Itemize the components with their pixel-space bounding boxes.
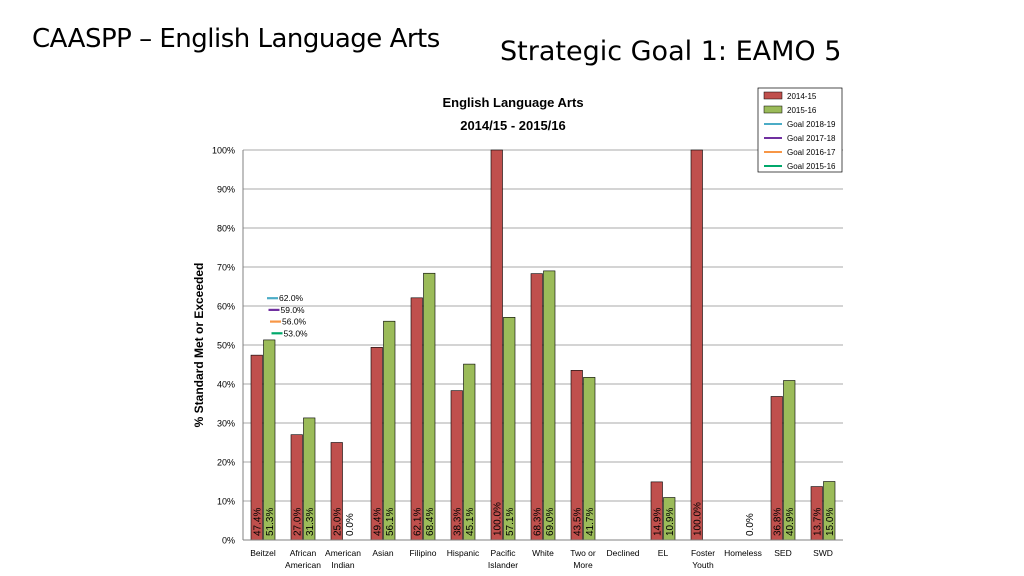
x-tick-label: American [325,548,361,558]
bar-value-label: 25.0% [332,508,343,536]
bar-2014-15 [410,297,423,541]
legend-entry-label: Goal 2016-17 [787,148,836,157]
slide-subtitle: Strategic Goal 1: EAMO 5 [500,36,842,67]
bar-value-label: 68.3% [532,508,543,536]
bar-value-label: 13.7% [812,508,823,536]
y-tick-label: 70% [217,263,235,273]
bar-2014-15 [690,149,703,541]
bar-value-label: 45.1% [465,508,476,536]
bar-value-label: 41.7% [585,508,596,536]
x-tick-label: EL [658,548,669,558]
bar-value-label: 69.0% [545,508,556,536]
legend: 2014-15 2015-16 Goal 2018-19 Goal 2017-18 Go… [757,87,843,173]
goal-value-label: 62.0% [279,293,304,303]
bar-2014-15 [490,149,503,541]
legend-entry-label: 2014-15 [787,92,817,101]
bar-value-label: 36.8% [772,508,783,536]
x-tick-label: Indian [331,560,354,570]
x-tick-label: Two or [570,548,596,558]
goal-value-label: 59.0% [281,305,306,315]
y-tick-label: 100% [212,146,235,156]
x-tick-label: Beitzel [250,548,276,558]
x-tick-label: More [573,560,593,570]
x-tick-label: White [532,548,554,558]
x-tick-label: Youth [692,560,714,570]
goal-markers: 62.0% 59.0% 56.0%53.0% [267,293,308,338]
bar-value-label: 51.3% [265,508,276,536]
bar-value-label: 40.9% [785,508,796,536]
legend-entry-label: Goal 2015-16 [787,162,836,171]
y-tick-label: 50% [217,341,235,351]
bar-2014-15 [530,273,543,541]
bar-value-label: 49.4% [372,508,383,536]
bar-value-label: 14.9% [652,508,663,536]
x-tick-label: Foster [691,548,715,558]
slide-title: CAASPP – English Language Arts [32,24,440,54]
x-tick-label: Hispanic [447,548,480,558]
x-tick-label: SED [774,548,791,558]
goal-value-label: 53.0% [284,328,309,338]
x-tick-label: Islander [488,560,518,570]
legend-entry-label: 2015-16 [787,106,817,115]
bar-value-label: 10.9% [665,508,676,536]
legend-entry-label: Goal 2018-19 [787,120,836,129]
x-tick-label: SWD [813,548,833,558]
legend-swatch [763,91,783,100]
chart-title-line2: 2014/15 - 2015/16 [460,118,566,133]
bar-2015-16 [543,270,556,541]
y-tick-label: 30% [217,419,235,429]
goal-value-label: 56.0% [282,317,307,327]
bar-value-label: 56.1% [385,508,396,536]
bar-value-label: 27.0% [292,508,303,536]
x-tick-label: Homeless [724,548,762,558]
legend-entry-label: Goal 2017-18 [787,134,836,143]
x-tick-label: American [285,560,321,570]
bar-value-label: 47.4% [252,508,263,536]
bar-value-label: 100.0% [692,502,703,536]
bar-value-label: 0.0% [745,513,756,536]
bar-2015-16 [383,320,396,541]
bar-value-label: 38.3% [452,508,463,536]
x-axis-labels: Beitzel African American American Indian Asia… [250,548,833,570]
bar-value-label: 57.1% [505,508,516,536]
legend-box [757,87,843,173]
y-tick-label: 40% [217,380,235,390]
bars: 47.4% 27.0% 25.0% 49.4% 62.1% 38.3% 100.0% 68.3… [250,149,836,541]
y-tick-label: 90% [217,185,235,195]
y-tick-label: 80% [217,224,235,234]
y-tick-label: 60% [217,302,235,312]
y-axis-label: % Standard Met or Exceeded [192,263,206,428]
legend-swatch [763,105,783,114]
bar-value-label: 31.3% [305,508,316,536]
y-tick-label: 10% [217,497,235,507]
x-tick-label: Pacific [490,548,516,558]
bar-2015-16 [423,272,436,541]
y-tick-label: 0% [222,536,235,546]
chart-title-line1: English Language Arts [442,95,583,110]
bar-value-label: 43.5% [572,508,583,536]
gridlines [243,149,843,502]
y-axis-ticks: 0% 10% 20% 30% 40% 50% 60% 70% 80% 90% 100% [212,146,235,546]
x-tick-label: Asian [372,548,394,558]
bar-value-label: 100.0% [492,502,503,536]
bar-value-label: 68.4% [425,508,436,536]
bar-value-label: 62.1% [412,508,423,536]
y-tick-label: 20% [217,458,235,468]
x-tick-label: Filipino [410,548,437,558]
bar-value-label: 15.0% [825,508,836,536]
bar-value-label: 0.0% [345,513,356,536]
x-tick-label: African [290,548,317,558]
bar-2015-16 [503,317,516,541]
x-tick-label: Declined [606,548,639,558]
